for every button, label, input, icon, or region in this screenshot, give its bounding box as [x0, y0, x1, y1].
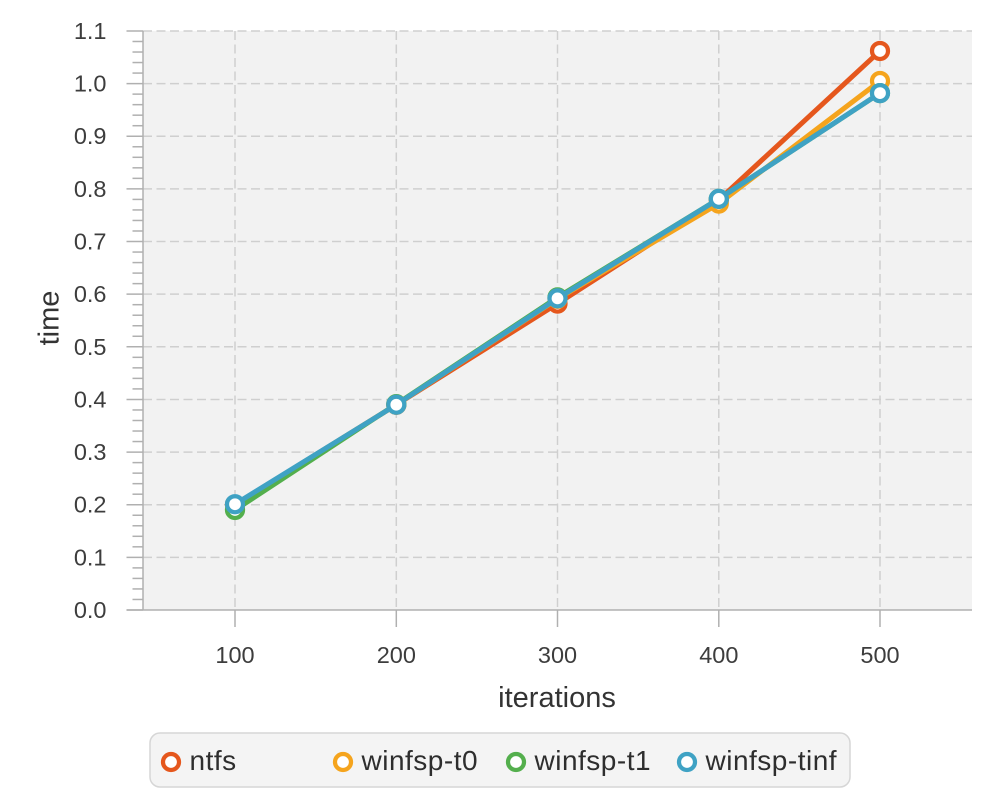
svg-text:0.6: 0.6 [74, 281, 107, 307]
svg-text:winfsp-tinf: winfsp-tinf [705, 745, 838, 776]
svg-text:0.3: 0.3 [74, 439, 107, 465]
svg-text:300: 300 [538, 642, 577, 668]
svg-text:iterations: iterations [498, 682, 616, 714]
svg-text:200: 200 [377, 642, 416, 668]
svg-text:0.5: 0.5 [74, 334, 107, 360]
svg-text:ntfs: ntfs [190, 745, 237, 776]
svg-text:time: time [34, 291, 66, 346]
svg-text:400: 400 [699, 642, 738, 668]
svg-text:1.0: 1.0 [74, 71, 107, 97]
svg-text:0.2: 0.2 [74, 492, 107, 518]
svg-text:0.8: 0.8 [74, 176, 107, 202]
svg-text:winfsp-t0: winfsp-t0 [361, 745, 479, 776]
svg-text:0.0: 0.0 [74, 597, 107, 623]
svg-text:500: 500 [860, 642, 899, 668]
svg-text:100: 100 [215, 642, 254, 668]
svg-text:winfsp-t1: winfsp-t1 [534, 745, 652, 776]
svg-text:0.7: 0.7 [74, 229, 107, 255]
svg-text:0.1: 0.1 [74, 544, 107, 570]
svg-text:1.1: 1.1 [74, 18, 107, 44]
svg-text:0.9: 0.9 [74, 123, 107, 149]
svg-text:0.4: 0.4 [74, 386, 107, 412]
